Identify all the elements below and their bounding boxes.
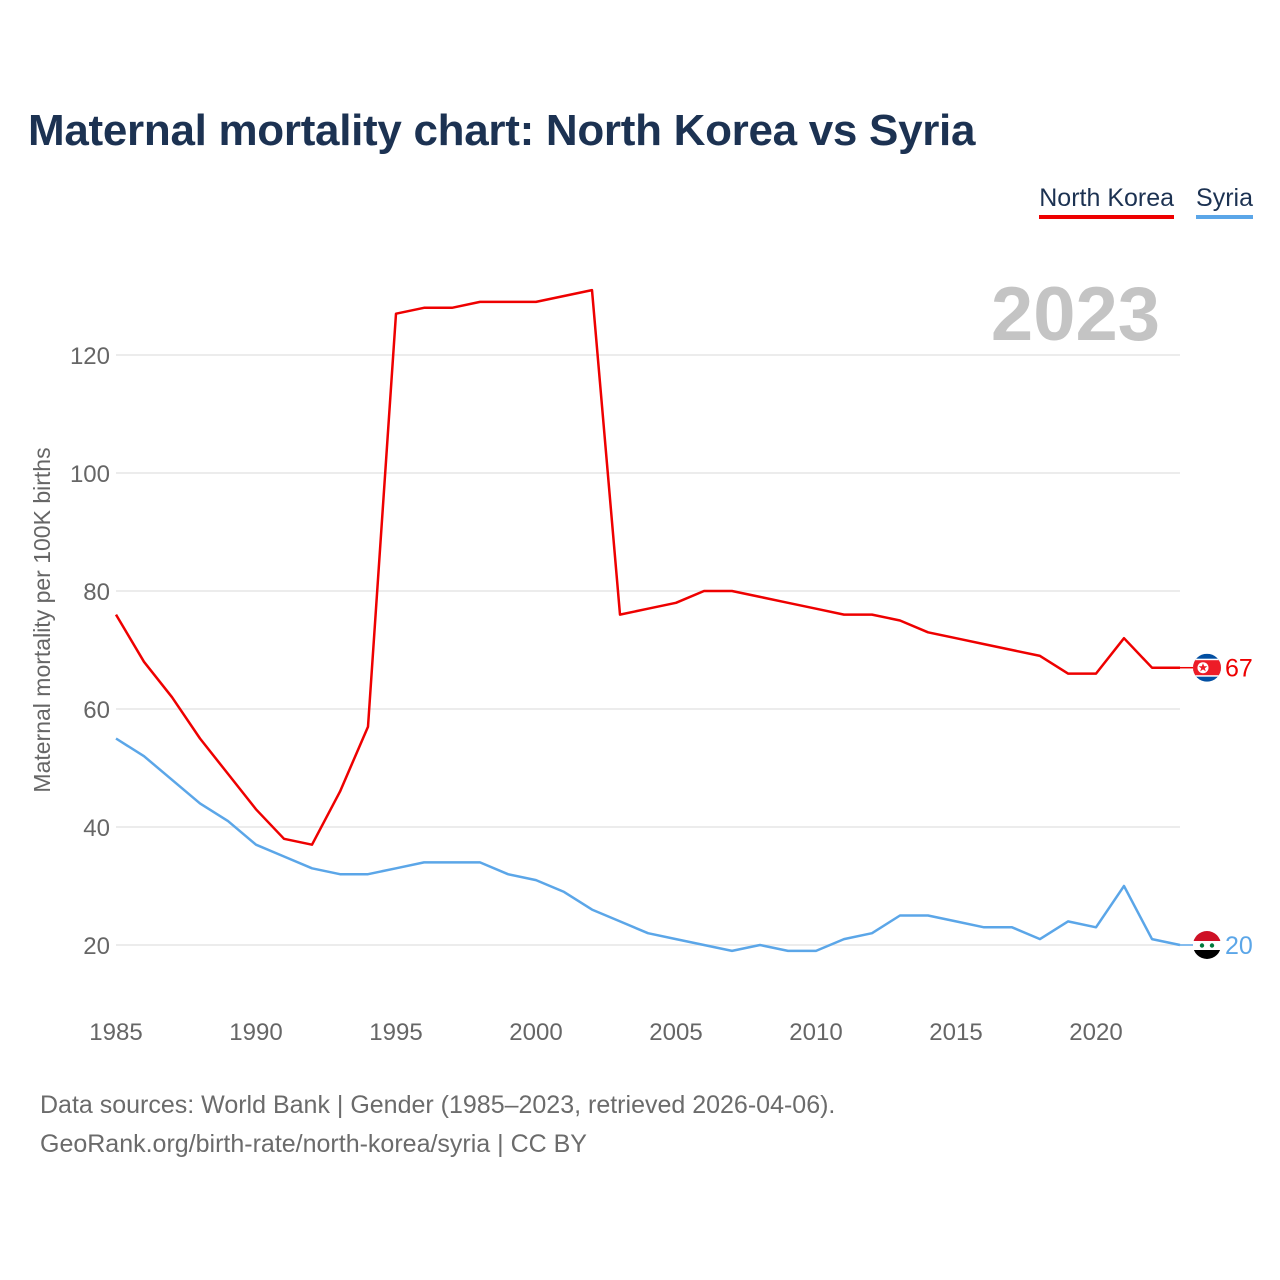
end-markers: 67 20 [1180, 653, 1253, 960]
y-tick-label-20: 20 [83, 933, 110, 960]
series-line-north-korea [114, 288, 1180, 846]
x-tick-label-2000: 2000 [509, 1019, 562, 1046]
y-tick-label-100: 100 [70, 461, 110, 488]
y-tick-label-80: 80 [83, 579, 110, 606]
x-tick-label-1995: 1995 [369, 1019, 422, 1046]
gridlines [116, 354, 1180, 946]
x-tick-label-1985: 1985 [89, 1019, 142, 1046]
data-source-text: Data sources: World Bank | Gender (1985–… [40, 1091, 836, 1119]
x-tick-label-2015: 2015 [929, 1019, 982, 1046]
end-value-label-syria: 20 [1225, 932, 1253, 960]
x-tick-label-2005: 2005 [649, 1019, 702, 1046]
series-line-syria [115, 737, 1181, 953]
flag-icon-north-korea [1193, 653, 1221, 682]
y-tick-label-40: 40 [83, 815, 110, 842]
chart-title: Maternal mortality chart: North Korea vs… [28, 106, 976, 155]
year-watermark: 2023 [991, 272, 1160, 357]
y-tick-label-120: 120 [70, 343, 110, 370]
x-tick-label-2010: 2010 [789, 1019, 842, 1046]
legend-item-north-korea[interactable]: North Korea [1039, 184, 1175, 219]
legend-item-syria[interactable]: Syria [1196, 184, 1253, 219]
flag-icon-syria [1193, 931, 1221, 959]
y-tick-label-60: 60 [83, 697, 110, 724]
source-link[interactable]: GeoRank.org/birth-rate/north-korea/syria… [40, 1130, 587, 1158]
y-axis-ticks: 20 40 60 80 100 120 [70, 343, 110, 960]
end-value-label-north-korea: 67 [1225, 655, 1253, 683]
series-lines [114, 288, 1181, 953]
x-tick-label-1990: 1990 [229, 1019, 282, 1046]
footer: Data sources: World Bank | Gender (1985–… [40, 1086, 835, 1164]
y-axis-label: Maternal mortality per 100K births [29, 447, 55, 792]
x-tick-label-2020: 2020 [1069, 1019, 1122, 1046]
x-axis-ticks: 1985 1990 1995 2000 2005 2010 2015 2020 [89, 1019, 1122, 1046]
legend: North Korea Syria [1039, 184, 1253, 219]
